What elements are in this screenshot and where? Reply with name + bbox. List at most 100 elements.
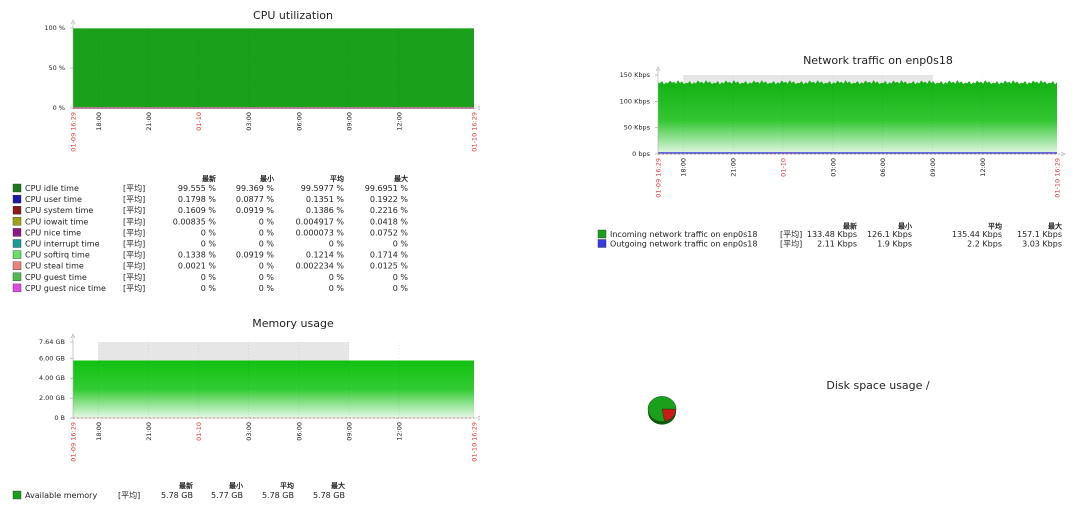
legend-label: CPU steal time — [25, 262, 84, 271]
legend-label: CPU user time — [25, 195, 82, 204]
x-tick-label: 01-10 — [195, 112, 203, 131]
x-tick-label: 18:00 — [95, 112, 103, 131]
legend-value: 133.48 Kbps — [807, 230, 857, 239]
legend-value: 0 % — [329, 284, 345, 293]
legend-value: 0 % — [259, 228, 275, 237]
legend-func: [平均] — [780, 229, 802, 239]
x-tick-label: 18:00 — [95, 422, 103, 441]
legend-label: CPU nice time — [25, 228, 81, 237]
legend-swatch — [12, 283, 22, 293]
pie-slice-free — [647, 396, 677, 422]
legend-func: [平均] — [123, 227, 145, 237]
x-tick-label: 21:00 — [730, 158, 738, 177]
legend-swatch — [12, 228, 22, 237]
y-tick-label: 150 Kbps — [620, 71, 651, 79]
legend-value: 0 % — [201, 284, 217, 293]
legend-value: 2.11 Kbps — [817, 240, 857, 249]
x-tick-label: 09:00 — [929, 158, 937, 177]
legend-value: 0.0418 % — [370, 217, 409, 226]
x-tick-label: 06:00 — [879, 158, 887, 177]
legend-label: CPU softirq time — [25, 251, 90, 260]
memory-chart-title: Memory usage — [252, 317, 334, 330]
series-area-cpu-idle-time — [73, 28, 474, 108]
legend-value: 0 % — [201, 228, 217, 237]
y-tick-label: 0 B — [54, 414, 65, 422]
legend-label: Incoming network traffic on enp0s18 — [610, 230, 757, 239]
legend-value: 0.1338 % — [178, 251, 217, 260]
legend-func: [平均] — [118, 490, 140, 500]
legend-value: 0.00835 % — [173, 217, 217, 226]
memory-usage-chart: Memory usage 7.64 GB 6.00 GB 4.00 GB 2.00 G… — [12, 317, 480, 500]
x-tick-label: 12:00 — [396, 112, 404, 131]
x-tick-label: 21:00 — [145, 422, 153, 441]
y-tick-label: 50 Kbps — [624, 124, 651, 132]
legend-value: 0 % — [201, 273, 217, 282]
legend-value: 0 % — [259, 240, 275, 249]
legend-swatch — [12, 205, 22, 215]
x-tick-label: 09:00 — [345, 422, 353, 441]
legend-swatch — [597, 239, 607, 248]
x-axis-arrow — [477, 415, 480, 421]
legend-value: 0 % — [329, 240, 345, 249]
legend-swatch — [12, 490, 22, 500]
legend-value: 0.0919 % — [236, 251, 275, 260]
x-tick-label: 06:00 — [295, 422, 303, 441]
legend-value: 157.1 Kbps — [1017, 230, 1062, 239]
network-traffic-chart: Network traffic on enp0s18 150 Kbps 100 K… — [597, 54, 1066, 249]
legend-header: 最新 — [843, 222, 857, 231]
x-tick-label: 06:00 — [295, 112, 303, 131]
legend-value: 0 % — [393, 284, 409, 293]
legend-value: 0.0021 % — [178, 262, 217, 271]
legend-value: 99.6951 % — [365, 184, 409, 193]
x-tick-label: 01-09 16:29 — [655, 158, 663, 198]
legend-value: 99.5977 % — [301, 184, 345, 193]
legend-value: 0.1714 % — [370, 251, 409, 260]
disk-chart-title: Disk space usage / — [826, 379, 930, 392]
legend-label: CPU guest nice time — [25, 284, 106, 293]
legend-value: 0.1214 % — [306, 251, 345, 260]
legend-value: 0.2216 % — [370, 206, 409, 215]
y-tick-label: 50 % — [48, 64, 65, 72]
x-tick-label: 12:00 — [396, 422, 404, 441]
legend-value: 0.1798 % — [178, 195, 217, 204]
legend-value: 0.1922 % — [370, 195, 409, 204]
legend-value: 0 % — [329, 273, 345, 282]
legend-swatch — [12, 217, 22, 226]
legend-label: Available memory — [25, 491, 97, 500]
legend-func: [平均] — [123, 216, 145, 226]
legend-func: [平均] — [123, 261, 145, 271]
y-tick-label: 100 % — [44, 24, 65, 32]
legend-label: CPU system time — [25, 206, 93, 215]
legend-value: 0 % — [259, 284, 275, 293]
legend-value: 0 % — [393, 240, 409, 249]
legend-value: 3.03 Kbps — [1022, 240, 1062, 249]
x-tick-label: 03:00 — [245, 422, 253, 441]
legend-func: [平均] — [123, 239, 145, 249]
legend-value: 0 % — [259, 217, 275, 226]
legend-swatch — [12, 194, 22, 204]
network-chart-title: Network traffic on enp0s18 — [803, 54, 953, 67]
x-tick-label: 01-10 — [779, 158, 787, 177]
legend-value: 5.78 GB — [161, 491, 193, 500]
x-tick-label: 01-09 16:29 — [70, 422, 78, 462]
legend-value: 1.9 Kbps — [877, 240, 912, 249]
legend-func: [平均] — [123, 194, 145, 204]
legend-label: Outgoing network traffic on enp0s18 — [610, 240, 757, 249]
y-tick-label: 7.64 GB — [39, 338, 65, 346]
disk-usage-chart: Disk space usage / — [647, 379, 930, 425]
y-axis-arrow — [70, 19, 76, 25]
legend-value: 5.78 GB — [262, 491, 294, 500]
legend-value: 135.44 Kbps — [952, 230, 1002, 239]
legend-value: 5.78 GB — [313, 491, 345, 500]
legend-func: [平均] — [123, 205, 145, 215]
legend-value: 5.77 GB — [211, 491, 243, 500]
legend-value: 0 % — [259, 262, 275, 271]
legend-value: 0.0919 % — [236, 206, 275, 215]
x-axis-arrow — [477, 105, 480, 111]
legend-label: CPU iowait time — [25, 217, 88, 226]
x-axis-arrow — [1060, 151, 1066, 157]
legend-func: [平均] — [123, 250, 145, 260]
x-tick-label: 03:00 — [245, 112, 253, 131]
series-area-incoming-network-traffic-on-enp0s18 — [658, 80, 1057, 154]
y-tick-label: 100 Kbps — [620, 97, 651, 105]
